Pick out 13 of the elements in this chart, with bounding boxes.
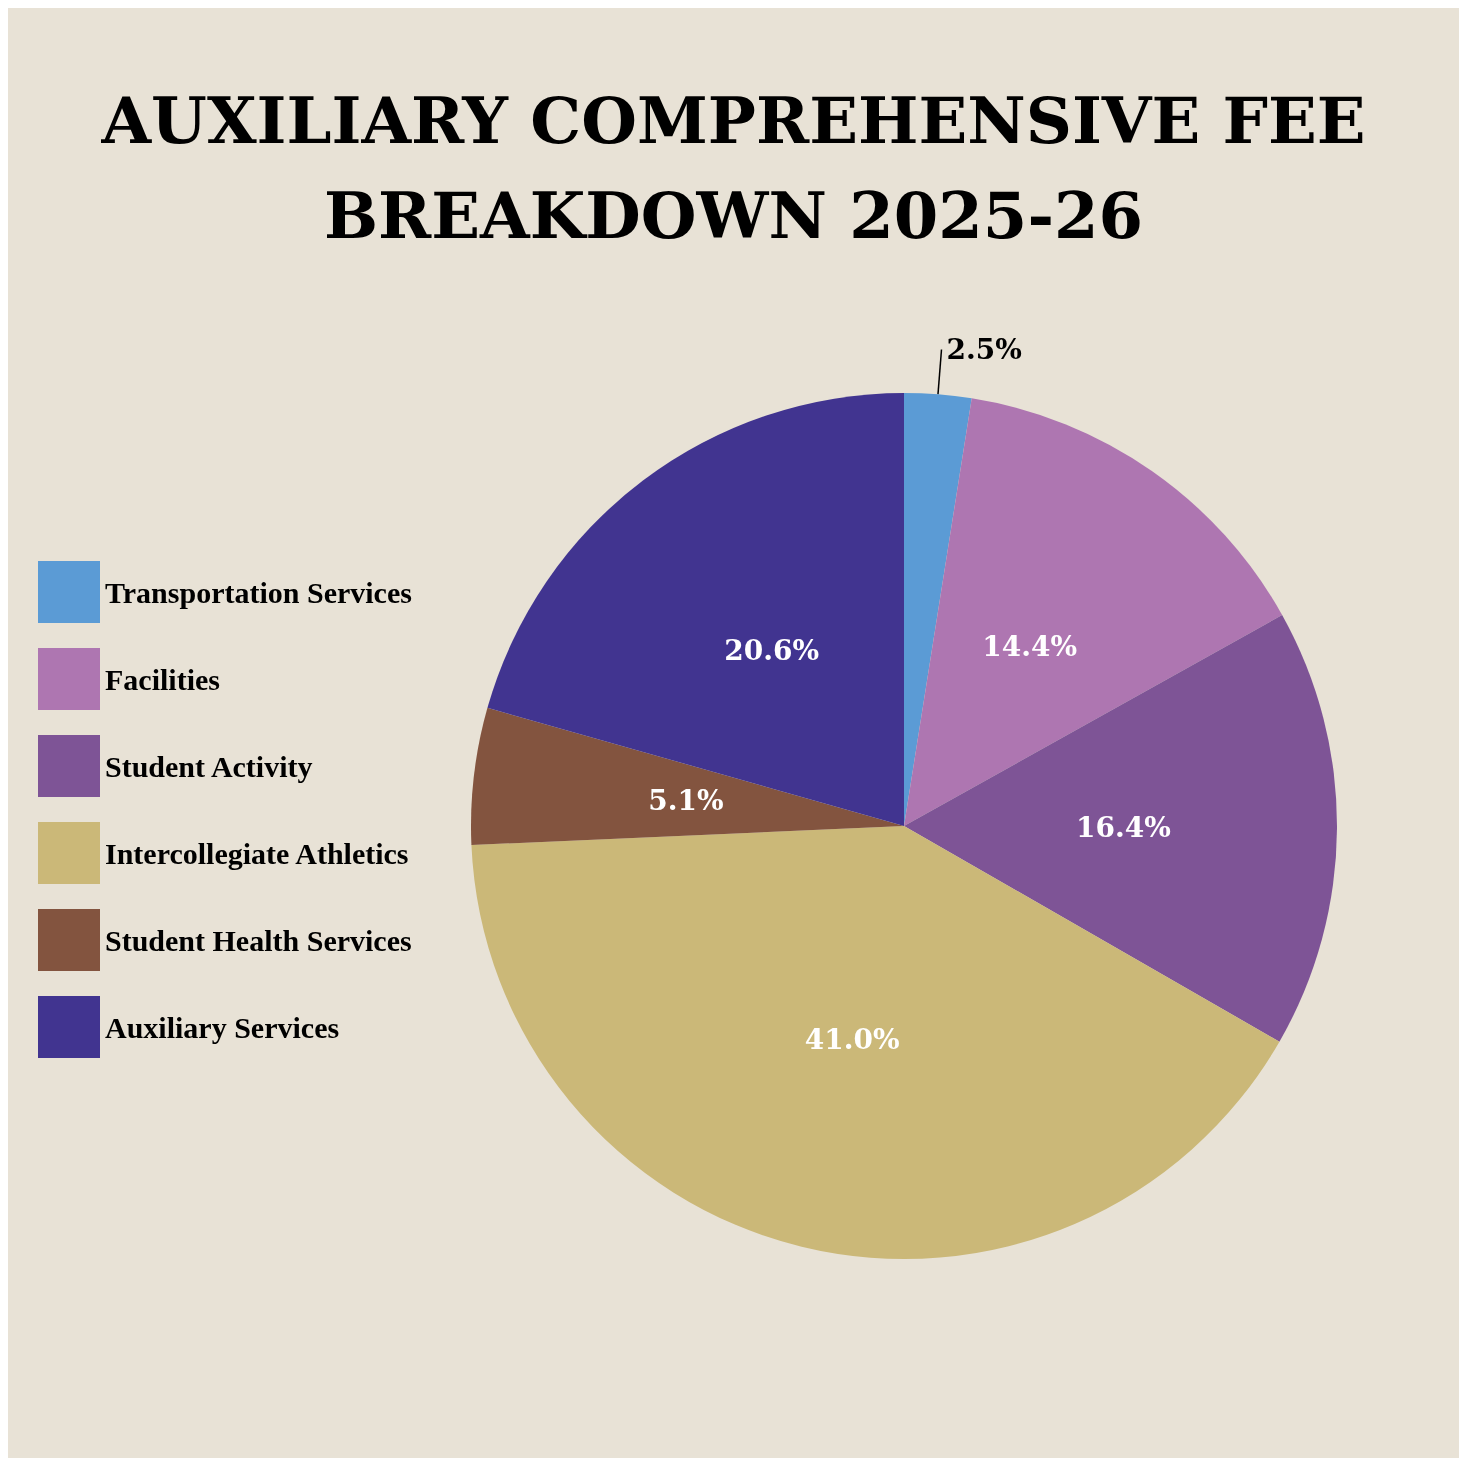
chart-title: AUXILIARY COMPREHENSIVE FEE BREAKDOWN 2025-26 — [100, 83, 1366, 253]
legend-label: Facilities — [105, 662, 220, 696]
data-label: 41.0% — [804, 1022, 900, 1056]
legend-label: Auxiliary Services — [105, 1010, 340, 1044]
data-label: 2.5% — [946, 332, 1022, 366]
data-label: 16.4% — [1076, 810, 1171, 844]
data-label: 5.1% — [648, 784, 724, 818]
legend-label: Student Health Services — [105, 923, 412, 957]
data-label: 20.6% — [724, 634, 820, 668]
legend-label: Intercollegiate Athletics — [105, 836, 409, 870]
legend-label: Transportation Services — [105, 575, 412, 609]
data-label: 14.4% — [982, 629, 1078, 663]
legend-label: Student Activity — [105, 749, 313, 783]
